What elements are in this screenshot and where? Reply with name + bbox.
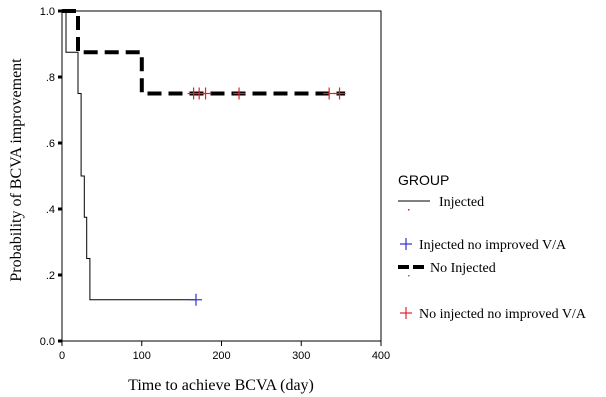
x-axis-ticks: 0 100 200 300 400 — [59, 341, 390, 362]
legend-label: Injected no improved V/A — [419, 238, 567, 253]
x-tick-label: 300 — [292, 350, 310, 362]
censor-marker — [199, 87, 212, 100]
legend: GROUP Injected Injected no improved V/A No… — [398, 172, 587, 322]
legend-swatch-marker — [400, 307, 412, 319]
legend-swatch-dot — [408, 209, 410, 211]
legend-items: Injected Injected no improved V/A No Injec… — [398, 195, 587, 322]
legend-label: No injected no improved V/A — [419, 307, 587, 322]
x-tick-label: 200 — [212, 350, 230, 362]
legend-entry: Injected — [398, 195, 484, 211]
y-axis-label: Probability of BCVA improvement — [8, 58, 25, 282]
censor-marker — [189, 293, 202, 306]
legend-entry: No Injected — [398, 261, 496, 277]
series-layer — [62, 9, 346, 301]
plot-frame — [61, 10, 382, 342]
y-tick-label: 0.0 — [40, 336, 55, 348]
legend-entry: Injected no improved V/A — [400, 238, 567, 253]
legend-swatch-dot — [408, 275, 410, 277]
censor-marker — [323, 87, 336, 100]
censor-marker — [233, 87, 246, 100]
y-axis-ticks: 0.0 .2 .4 .6 .8 1.0 — [40, 6, 62, 348]
censor-marker — [333, 87, 346, 100]
y-tick-label: .4 — [46, 204, 55, 216]
legend-label: No Injected — [430, 261, 496, 276]
y-tick-label: .2 — [46, 270, 55, 282]
legend-label: Injected — [439, 195, 484, 210]
series-line-no-injected — [62, 9, 346, 96]
x-tick-label: 400 — [372, 350, 390, 362]
legend-swatch-marker — [400, 238, 412, 250]
legend-entry: No injected no improved V/A — [400, 307, 587, 322]
x-axis-label: Time to achieve BCVA (day) — [128, 377, 314, 394]
series-line-injected — [62, 10, 196, 301]
y-tick-label: .8 — [46, 72, 55, 84]
y-tick-label: .6 — [46, 138, 55, 150]
censor-layer — [187, 87, 346, 306]
y-tick-label: 1.0 — [40, 6, 55, 18]
legend-title: GROUP — [398, 172, 449, 188]
x-tick-label: 0 — [59, 350, 65, 362]
x-tick-label: 100 — [133, 350, 151, 362]
